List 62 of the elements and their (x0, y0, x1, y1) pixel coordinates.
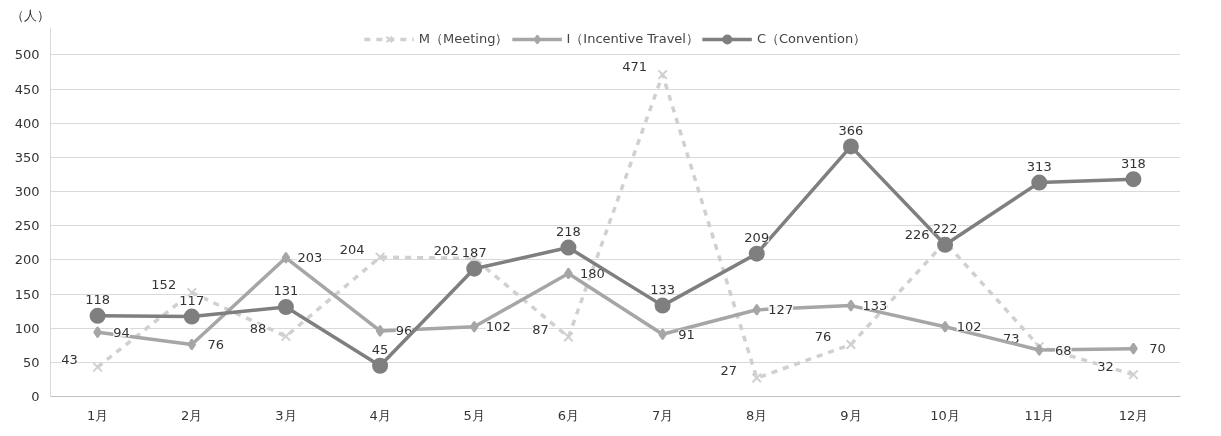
y-tick-label: 150 (14, 286, 40, 302)
data-label: 45 (371, 342, 389, 358)
data-label: 203 (297, 250, 323, 266)
y-tick-label: 100 (14, 320, 40, 336)
y-tick-label: 450 (14, 81, 40, 97)
y-tick-label: 0 (31, 389, 40, 404)
y-tick-label: 250 (14, 218, 40, 234)
data-label: 68 (1054, 342, 1072, 358)
data-label: 218 (556, 224, 581, 240)
data-label: 313 (1026, 159, 1052, 175)
data-label: 76 (814, 329, 832, 345)
data-label: 366 (838, 122, 864, 138)
x-tick-label: 9月 (840, 407, 862, 423)
data-label: 43 (61, 351, 78, 367)
data-label: 32 (1097, 359, 1114, 375)
data-label: 133 (650, 282, 675, 298)
y-tick-label: 350 (14, 149, 40, 165)
data-label: 204 (339, 241, 365, 257)
legend-label: I（Incentive Travel） (566, 30, 699, 48)
data-label: 133 (862, 298, 888, 314)
data-label: 471 (622, 59, 647, 75)
x-tick-label: 5月 (463, 407, 485, 423)
x-tick-label: 2月 (181, 407, 203, 423)
data-label: 117 (179, 293, 205, 309)
data-label: 187 (461, 245, 487, 261)
data-label: 27 (720, 362, 738, 378)
x-tick-label: 11月 (1024, 407, 1055, 423)
data-label: 102 (485, 319, 511, 335)
data-label: 70 (1149, 341, 1166, 357)
x-tick-label: 7月 (651, 407, 674, 423)
legend-label: C（Convention） (756, 30, 867, 48)
data-label: 222 (932, 221, 958, 237)
legend-label: M（Meeting） (418, 30, 509, 48)
y-tick-label: 400 (14, 115, 40, 131)
x-tick-label: 3月 (275, 407, 297, 423)
x-tick-label: 10月 (930, 407, 960, 423)
data-label: 209 (744, 230, 770, 246)
y-axis-title: （人） (10, 7, 50, 23)
data-label: 202 (433, 242, 459, 258)
data-label: 152 (151, 277, 177, 293)
x-tick-label: 1月 (86, 407, 109, 423)
y-tick-label: 50 (22, 354, 40, 370)
x-tick-label: 4月 (369, 407, 391, 423)
data-label: 118 (85, 292, 110, 308)
data-label: 127 (768, 302, 794, 318)
data-label: 226 (904, 226, 930, 242)
data-label: 91 (678, 326, 695, 342)
x-tick-label: 12月 (1118, 407, 1149, 423)
data-label: 76 (207, 337, 225, 353)
data-label: 318 (1121, 155, 1146, 171)
data-label: 88 (249, 320, 267, 336)
data-label: 96 (395, 323, 413, 339)
data-label: 87 (532, 321, 549, 337)
y-tick-label: 200 (14, 252, 40, 268)
x-tick-label: 8月 (746, 407, 768, 423)
y-tick-label: 300 (14, 184, 40, 199)
y-tick-label: 500 (14, 47, 40, 63)
x-tick-label: 6月 (557, 407, 580, 423)
data-label: 180 (580, 266, 605, 281)
data-label: 131 (273, 283, 299, 299)
data-label: 102 (956, 319, 982, 335)
data-label: 94 (113, 324, 130, 340)
